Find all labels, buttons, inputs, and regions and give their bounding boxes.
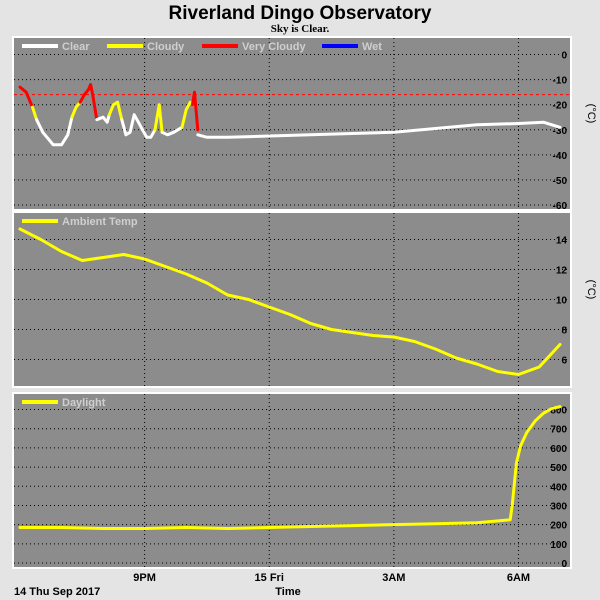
- series-line: [78, 83, 99, 122]
- chart-title: Riverland Dingo Observatory: [169, 3, 432, 24]
- series-line: [120, 113, 144, 137]
- series-line: [160, 125, 184, 137]
- y-tick-label: 0: [561, 51, 567, 62]
- x-axis-start-label: 14 Thu Sep 2017: [14, 586, 100, 598]
- legend-label: Daylight: [62, 397, 106, 409]
- series-line: [18, 227, 562, 376]
- series-line: [31, 105, 39, 122]
- legend-label: Very Cloudy: [242, 41, 306, 53]
- chart-subtitle: Sky is Clear.: [271, 23, 330, 35]
- series-line: [196, 120, 562, 139]
- y-tick-label: 0: [561, 559, 567, 570]
- y-tick-label: 400: [550, 482, 567, 493]
- x-axis-label: Time: [275, 586, 300, 598]
- daylight-panel: 800 700 600 500 400 300 200 100 0 Daylight: [12, 392, 572, 570]
- y-tick-label: 100: [550, 540, 567, 551]
- y-tick-label: -60: [553, 201, 568, 212]
- y-tick-label: 14: [556, 236, 568, 247]
- series-line: [153, 103, 164, 134]
- x-tick-label: 15 Fri: [255, 572, 284, 584]
- series-line: [35, 115, 74, 147]
- y-tick-label: -10: [553, 76, 568, 87]
- y-tick-label: 12: [556, 266, 568, 277]
- y-tick-label: 800: [550, 406, 567, 417]
- y-tick-label: -50: [553, 176, 568, 187]
- x-tick-label: 3AM: [382, 572, 405, 584]
- sky-temp-panel: 0 -10 -20 -30 -40 -50 -60 (°C) Clear Cloudy Very C…: [12, 36, 597, 212]
- y-tick-label: 6: [561, 356, 567, 367]
- y-tick-label: 600: [550, 444, 567, 455]
- y-tick-label: 200: [550, 521, 567, 532]
- x-tick-label: 9PM: [133, 572, 156, 584]
- y-axis-unit: (°C): [585, 104, 597, 124]
- series-line: [95, 113, 111, 124]
- y-tick-label: 300: [550, 501, 567, 512]
- y-tick-label: 700: [550, 425, 567, 436]
- series-line: [18, 85, 34, 109]
- y-tick-label: -20: [553, 101, 568, 112]
- legend-label: Ambient Temp: [62, 216, 138, 228]
- legend-label: Clear: [62, 41, 90, 53]
- x-tick-label: 6AM: [507, 572, 530, 584]
- y-axis-unit: (°C): [585, 280, 597, 300]
- y-tick-label: -40: [553, 151, 568, 162]
- series-line: [190, 90, 200, 132]
- y-tick-label: -30: [553, 126, 568, 137]
- x-axis-ticks: 9PM 15 Fri 3AM 6AM: [133, 572, 530, 584]
- legend-label: Wet: [362, 41, 382, 53]
- y-tick-label: 500: [550, 463, 567, 474]
- ambient-temp-panel: 14 12 10 8 6 (°C) Ambient Temp: [12, 211, 597, 388]
- y-tick-label: 8: [561, 326, 567, 337]
- legend-label: Cloudy: [147, 41, 185, 53]
- series-line: [141, 128, 157, 139]
- panel-background: [14, 394, 570, 567]
- y-tick-label: 10: [556, 296, 568, 307]
- series-line: [18, 405, 562, 530]
- series-line: [107, 100, 124, 122]
- series-line: [70, 100, 82, 119]
